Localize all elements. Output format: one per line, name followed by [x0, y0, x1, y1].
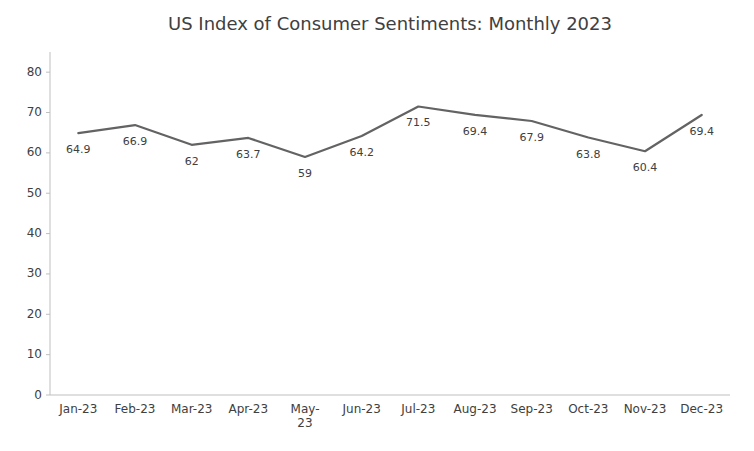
y-tick-label: 40	[27, 226, 42, 240]
y-tick-label: 0	[34, 388, 42, 402]
data-labels: 64.9 66.9 62 63.7 59 64.2 71.5 69.4 67.9 63.8 60.4…	[66, 116, 714, 179]
data-label: 67.9	[519, 131, 544, 144]
series-line	[78, 106, 701, 156]
x-tick-label: Aug-23	[453, 402, 496, 416]
chart-svg: US Index of Consumer Sentiments: Monthly…	[0, 0, 754, 451]
data-label: 59	[298, 167, 312, 180]
data-label: 64.9	[66, 143, 91, 156]
x-tick-label: Mar-23	[171, 402, 212, 416]
y-tick	[46, 233, 50, 234]
y-tick	[46, 112, 50, 113]
y-tick-label: 70	[27, 105, 42, 119]
y-tick-label: 60	[27, 145, 42, 159]
data-label: 69.4	[689, 125, 714, 138]
y-tick	[46, 152, 50, 153]
data-label: 71.5	[406, 116, 431, 129]
y-axis-line	[50, 52, 51, 395]
series-group	[78, 106, 701, 156]
y-tick	[46, 354, 50, 355]
y-tick	[46, 72, 50, 73]
y-tick-label: 20	[27, 307, 42, 321]
x-tick-label: May-23	[291, 402, 320, 430]
data-label: 62	[185, 155, 199, 168]
chart-container: US Index of Consumer Sentiments: Monthly…	[0, 0, 754, 451]
x-tick-label: Jan-23	[58, 402, 97, 416]
y-tick-label: 10	[27, 347, 42, 361]
x-tick-label: Jul-23	[400, 402, 435, 416]
x-axis: Jan-23 Feb-23 Mar-23 Apr-23 May-23 Jun-23 Jul-…	[58, 402, 723, 430]
x-tick-label: Dec-23	[680, 402, 723, 416]
data-label: 64.2	[349, 146, 374, 159]
data-label: 60.4	[633, 161, 658, 174]
x-tick-label: Apr-23	[229, 402, 269, 416]
y-tick-label: 30	[27, 266, 42, 280]
y-tick	[46, 273, 50, 274]
x-tick-label: Jun-23	[341, 402, 380, 416]
data-label: 63.8	[576, 148, 601, 161]
y-tick-label: 50	[27, 186, 42, 200]
data-label: 69.4	[463, 125, 488, 138]
data-label: 66.9	[123, 135, 148, 148]
x-tick-label: Oct-23	[568, 402, 608, 416]
y-tick	[46, 193, 50, 194]
x-axis-line	[50, 395, 730, 396]
x-tick-label: Nov-23	[624, 402, 667, 416]
chart-title: US Index of Consumer Sentiments: Monthly…	[168, 13, 612, 34]
data-label: 63.7	[236, 148, 261, 161]
y-tick	[46, 314, 50, 315]
y-tick-label: 80	[27, 65, 42, 79]
y-tick	[46, 395, 50, 396]
x-tick-label: Sep-23	[511, 402, 553, 416]
x-tick-label: Feb-23	[115, 402, 156, 416]
y-axis: 0 10 20 30 40 50 60 70 80	[27, 65, 50, 402]
